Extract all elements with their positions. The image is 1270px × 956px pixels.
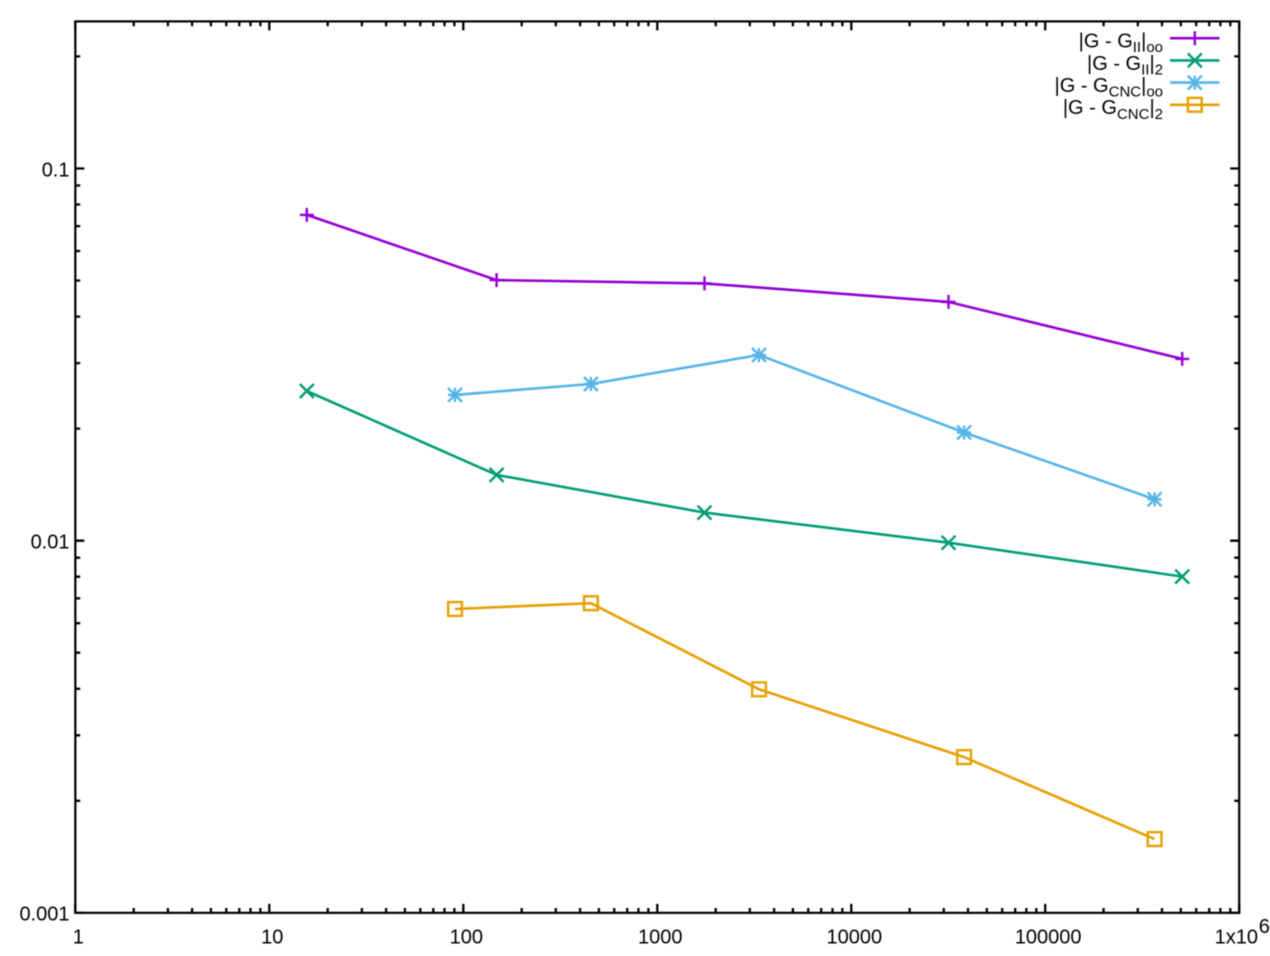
svg-text:1: 1	[73, 927, 84, 949]
svg-text:10: 10	[261, 927, 283, 949]
svg-text:|G - GCNC|oo: |G - GCNC|oo	[1055, 75, 1163, 101]
svg-text:0.001: 0.001	[19, 904, 69, 926]
svg-text:100: 100	[450, 927, 483, 949]
svg-text:1000: 1000	[638, 927, 683, 949]
svg-text:10000: 10000	[826, 927, 882, 949]
svg-text:0.1: 0.1	[42, 159, 70, 181]
svg-text:0.01: 0.01	[31, 532, 70, 554]
svg-text:100000: 100000	[1015, 927, 1082, 949]
svg-text:1x10: 1x10	[1215, 927, 1258, 949]
svg-text:6: 6	[1259, 916, 1270, 938]
svg-text:|G - GII|2: |G - GII|2	[1087, 53, 1163, 79]
